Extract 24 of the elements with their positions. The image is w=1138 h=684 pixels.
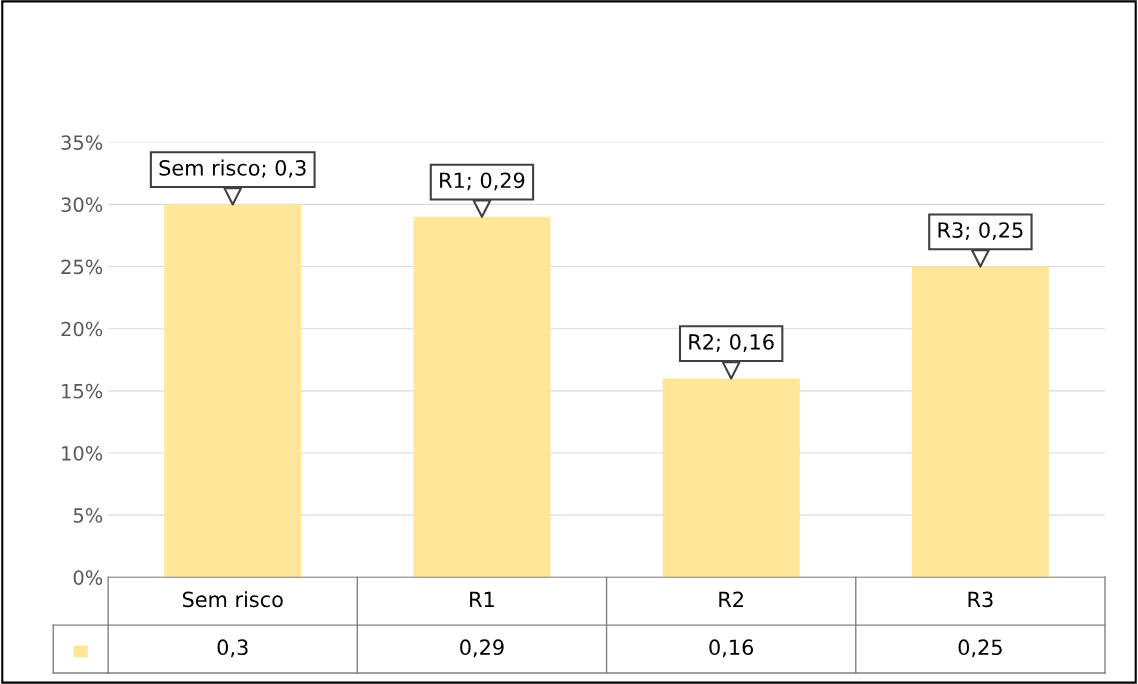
bar — [413, 216, 551, 578]
y-tick-label: 0% — [73, 570, 103, 585]
text: 0,3 — [217, 639, 248, 658]
x-tick-label: R2 — [719, 591, 743, 607]
y-tick-label: 35% — [61, 135, 103, 150]
data-label: Sem risco; 0,3 — [159, 159, 306, 178]
data-label: R1; 0,29 — [440, 172, 525, 191]
y-tick-label: 20% — [61, 321, 103, 337]
data-label: R2; 0,16 — [689, 333, 774, 352]
y-tick-label: 30% — [61, 197, 103, 213]
y-tick-label: 15% — [62, 383, 103, 399]
x-tick-label: Sem risco — [182, 591, 283, 608]
bar — [662, 378, 800, 578]
data-label: R3; 0,25 — [938, 222, 1023, 241]
bar — [911, 266, 1049, 578]
x-tick-label: R3 — [968, 591, 993, 608]
y-tick-label: 25% — [61, 259, 103, 275]
y-tick-label: 5% — [73, 508, 103, 523]
text: 0,29 — [460, 639, 504, 658]
text: 0,25 — [958, 639, 1002, 658]
text: 0,16 — [709, 639, 754, 658]
y-tick-label: 10% — [62, 445, 103, 461]
x-tick-label: R1 — [470, 591, 494, 607]
bar — [164, 204, 302, 578]
